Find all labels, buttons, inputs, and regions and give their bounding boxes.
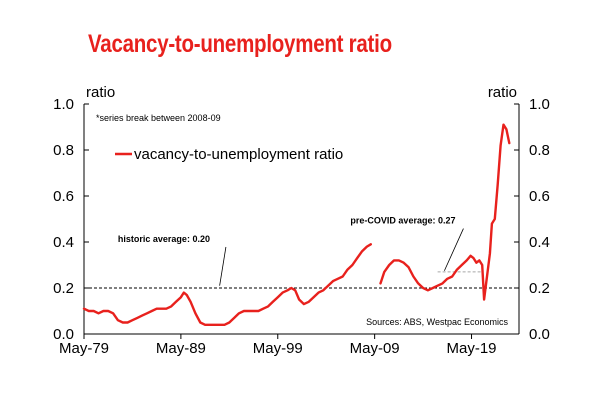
- annotation-pointer: [444, 228, 464, 271]
- x-tick-label: May-99: [253, 340, 303, 357]
- y-tick-label-right: 0.0: [529, 326, 550, 343]
- reference-lines: [84, 271, 514, 289]
- y-tick-label-left: 0.2: [53, 280, 74, 297]
- x-tick-label: May-19: [447, 340, 497, 357]
- left-axis-label: ratio: [86, 84, 115, 101]
- legend-label: vacancy-to-unemployment ratio: [134, 146, 343, 163]
- source-note: Sources: ABS, Westpac Economics: [366, 317, 508, 327]
- x-tick-label: May-09: [350, 340, 400, 357]
- chart-labels: historic average: 0.20 pre-COVID average:…: [96, 113, 508, 327]
- series-line-segment-1: [82, 243, 372, 326]
- series-line-segment-2: [379, 123, 511, 301]
- y-tick-label-left: 0.0: [53, 326, 74, 343]
- chart-title: Vacancy-to-unemployment ratio: [88, 30, 392, 58]
- y-tick-label-left: 0.4: [53, 234, 74, 251]
- plot-area: [82, 123, 511, 326]
- y-tick-label-right: 0.4: [529, 234, 550, 251]
- y-tick-label-left: 0.8: [53, 142, 74, 159]
- annotation-pointer: [219, 246, 227, 286]
- annotation-pre-covid-average: pre-COVID average: 0.27: [350, 216, 455, 226]
- axes: 0.0 0.0 0.2 0.2 0.4 0.4 0.6 0.6 0.8 0.8 1.0 1.0 May-…: [53, 84, 550, 357]
- x-tick-label: May-89: [156, 340, 206, 357]
- y-tick-label-left: 1.0: [53, 96, 74, 113]
- y-tick-label-right: 0.2: [529, 280, 550, 297]
- series-break-note: *series break between 2008-09: [96, 113, 221, 123]
- x-tick-label: May-79: [59, 340, 109, 357]
- y-tick-label-right: 0.8: [529, 142, 550, 159]
- annotation-historic-average: historic average: 0.20: [118, 234, 210, 244]
- right-axis-label: ratio: [488, 84, 517, 101]
- y-tick-label-right: 1.0: [529, 96, 550, 113]
- y-tick-label-left: 0.6: [53, 188, 74, 205]
- y-tick-label-right: 0.6: [529, 188, 550, 205]
